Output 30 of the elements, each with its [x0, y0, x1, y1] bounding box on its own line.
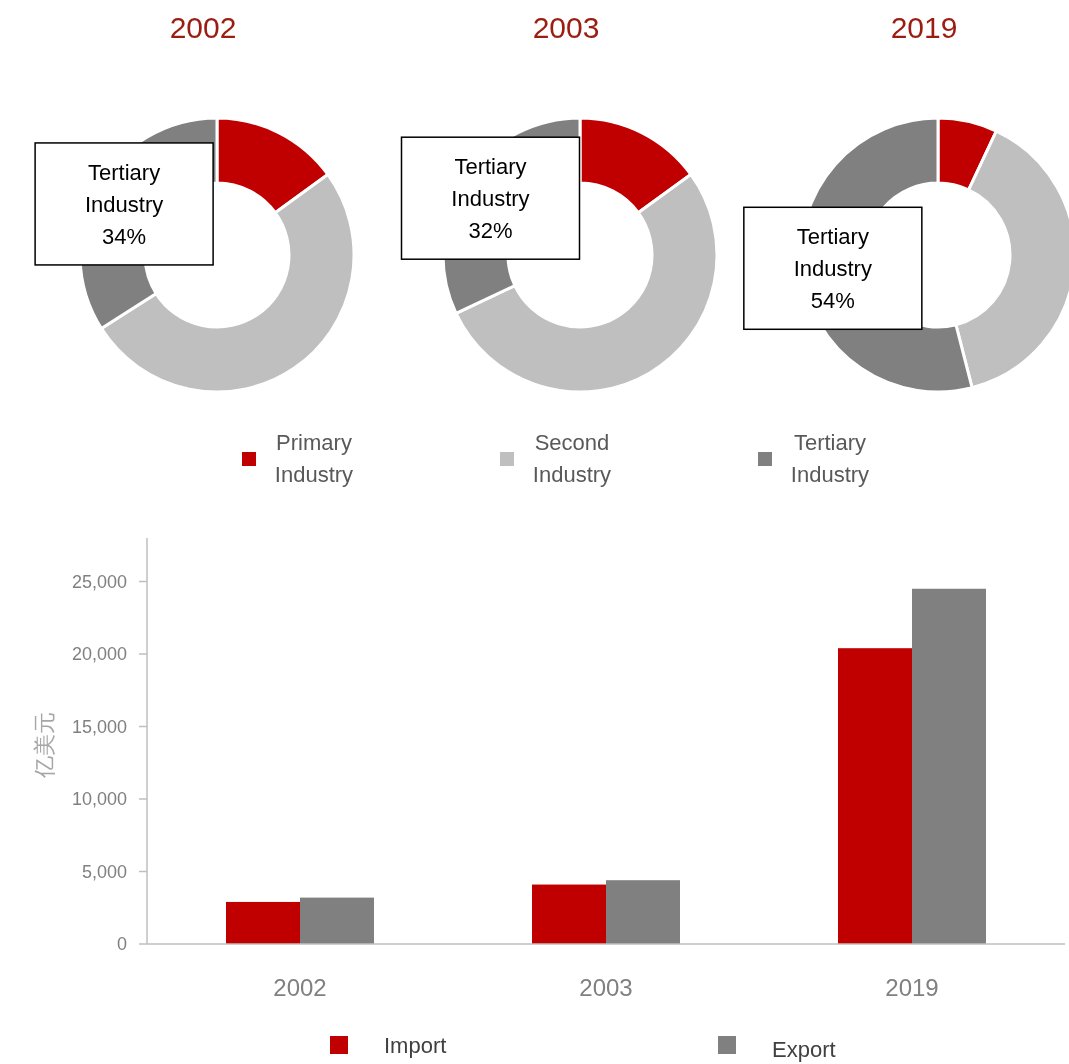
- chart-title: 2019: [890, 11, 958, 44]
- x-tick-label: 2019: [885, 974, 939, 1001]
- bar: [300, 897, 374, 944]
- y-tick-label: 15,000: [71, 716, 127, 737]
- bar: [226, 901, 300, 944]
- y-tick-label: 0: [116, 934, 127, 954]
- data-label: Tertiary Industry 34%: [84, 159, 164, 249]
- legend-label: Tertiary Industry: [790, 430, 870, 487]
- y-axis-title: 亿美元: [32, 712, 57, 779]
- data-label: Tertiary Industry 32%: [451, 154, 530, 244]
- legend-label: Primary Industry: [274, 430, 354, 487]
- y-tick-label: 20,000: [71, 644, 127, 664]
- legend-label: Import: [384, 1033, 447, 1058]
- y-tick-label: 10,000: [71, 789, 127, 809]
- legend-item: Tertiary Industry: [758, 430, 870, 487]
- y-tick-label: 5,000: [81, 861, 127, 882]
- legend-item: Primary Industry: [242, 430, 354, 487]
- x-tick-label: 2003: [579, 974, 633, 1001]
- bar: [532, 884, 606, 944]
- chart-title: 2003: [532, 11, 600, 44]
- bar: [838, 648, 912, 944]
- chart-title: 2002: [169, 11, 237, 44]
- legend-label: Export: [772, 1037, 836, 1062]
- bar: [912, 588, 986, 944]
- x-tick-label: 2002: [273, 974, 327, 1001]
- bar: [606, 880, 680, 944]
- y-tick-label: 25,000: [71, 571, 127, 592]
- data-label: Tertiary Industry 54%: [793, 224, 872, 314]
- legend-item: Second Industry: [500, 430, 612, 487]
- legend-label: Second Industry: [532, 430, 612, 487]
